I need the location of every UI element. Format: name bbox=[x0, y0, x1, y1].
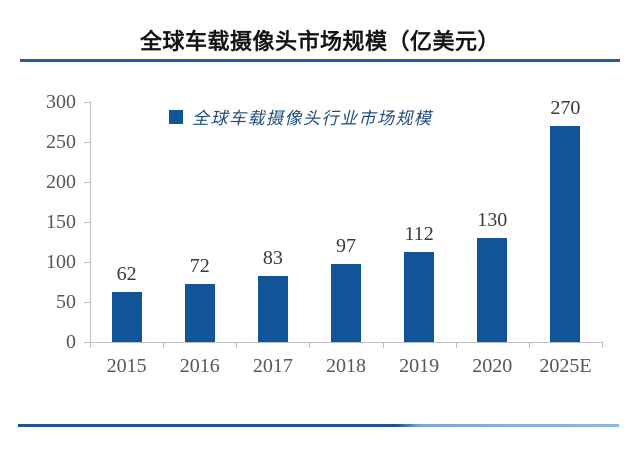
x-category-label: 2016 bbox=[179, 355, 220, 377]
x-category-label: 2015 bbox=[106, 355, 147, 377]
y-tick bbox=[84, 102, 90, 103]
chart-legend: 全球车载摄像头行业市场规模 bbox=[169, 104, 433, 129]
bar bbox=[257, 275, 288, 342]
x-tick bbox=[382, 342, 384, 348]
x-category-label: 2020 bbox=[472, 355, 513, 377]
x-tick bbox=[236, 342, 238, 348]
x-category-label: 2018 bbox=[326, 355, 366, 377]
y-tick-label: 150 bbox=[46, 211, 76, 233]
x-category-label: 2025E bbox=[539, 355, 592, 377]
x-category-label: 2017 bbox=[252, 355, 293, 377]
x-tick bbox=[602, 342, 603, 348]
y-tick bbox=[84, 222, 90, 223]
bar bbox=[477, 238, 508, 342]
legend-square-icon bbox=[169, 109, 183, 124]
x-tick bbox=[528, 342, 530, 348]
x-category-label: 2019 bbox=[399, 355, 440, 377]
legend-label: 全球车载摄像头行业市场规模 bbox=[192, 109, 433, 128]
y-tick-label: 50 bbox=[56, 291, 76, 313]
chart-title: 全球车载摄像头市场规模（亿美元） bbox=[139, 29, 500, 54]
y-tick-label: 0 bbox=[66, 331, 76, 353]
y-tick-label: 300 bbox=[46, 91, 76, 113]
y-axis-line bbox=[90, 102, 91, 342]
bar-value-label: 83 bbox=[262, 246, 283, 269]
y-tick-label: 250 bbox=[46, 131, 76, 153]
bar bbox=[111, 292, 142, 342]
bar-value-label: 62 bbox=[116, 263, 137, 286]
x-tick bbox=[163, 342, 165, 348]
title-underline bbox=[20, 59, 620, 62]
y-tick bbox=[84, 342, 90, 343]
bar bbox=[184, 284, 215, 342]
x-axis-line bbox=[90, 342, 603, 343]
bar-value-label: 97 bbox=[336, 235, 356, 258]
y-tick bbox=[84, 262, 90, 263]
y-tick bbox=[84, 302, 90, 303]
bar bbox=[331, 264, 361, 342]
x-tick bbox=[455, 342, 457, 348]
y-tick bbox=[84, 142, 90, 143]
bar-value-label: 112 bbox=[404, 223, 434, 246]
y-tick-label: 200 bbox=[46, 171, 76, 193]
bar-value-label: 270 bbox=[550, 97, 581, 119]
bar-value-label: 130 bbox=[477, 209, 508, 231]
x-tick bbox=[309, 342, 311, 348]
y-tick bbox=[84, 182, 90, 183]
x-tick bbox=[90, 342, 91, 348]
bar bbox=[404, 252, 435, 342]
bar-value-label: 72 bbox=[189, 255, 210, 278]
bar bbox=[550, 126, 581, 342]
bottom-accent-line bbox=[18, 424, 619, 427]
y-tick-label: 100 bbox=[46, 251, 76, 273]
